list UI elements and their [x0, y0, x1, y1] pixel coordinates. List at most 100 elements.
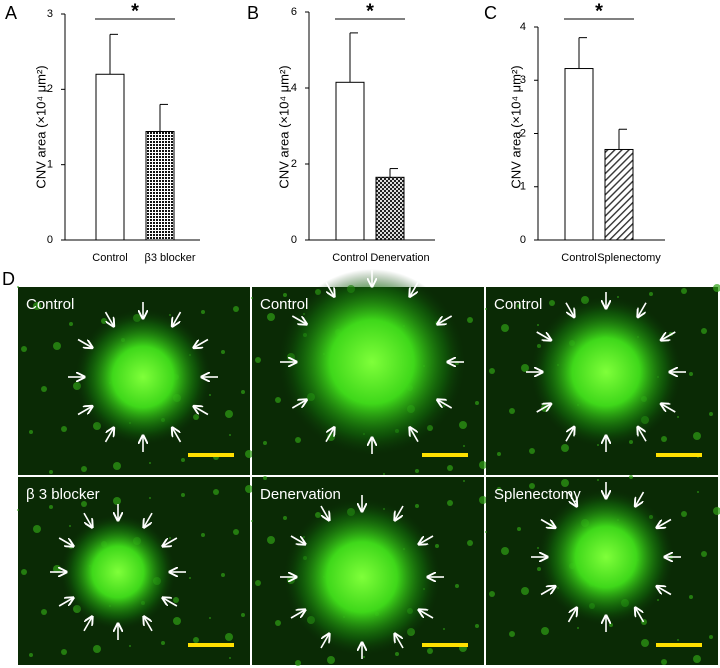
speckle	[661, 436, 667, 442]
arrow	[320, 505, 329, 520]
speckle	[497, 487, 501, 491]
speckle	[263, 476, 267, 480]
speckle	[701, 328, 707, 334]
speckle	[41, 386, 47, 392]
speckle	[463, 480, 465, 482]
scale-bar	[188, 453, 234, 457]
speckle	[597, 479, 599, 481]
speckle	[21, 346, 27, 352]
y-tick-label: 2	[47, 83, 53, 95]
y-tick-label: 2	[520, 127, 526, 139]
speckle	[17, 509, 19, 511]
significance-mark: *	[595, 0, 603, 22]
speckle	[489, 368, 495, 374]
speckle	[693, 432, 701, 440]
speckle	[485, 308, 487, 310]
speckle	[415, 469, 419, 473]
speckle	[245, 450, 253, 458]
speckle	[201, 310, 205, 314]
speckle	[283, 293, 287, 297]
arrow	[104, 311, 114, 326]
x-tick-label: Control	[332, 252, 367, 264]
speckle	[661, 659, 667, 665]
speckle	[81, 501, 87, 507]
speckle	[689, 372, 693, 376]
speckle	[363, 656, 365, 658]
y-tick-label: 2	[291, 158, 297, 170]
speckle	[537, 324, 539, 326]
arrow	[438, 315, 453, 324]
speckle	[21, 569, 27, 575]
speckle	[267, 536, 275, 544]
arrow	[661, 331, 676, 340]
speckle	[129, 645, 131, 647]
arrow	[173, 428, 182, 443]
speckle	[213, 489, 219, 495]
speckle	[41, 609, 47, 615]
arrow	[163, 537, 178, 546]
speckle	[447, 500, 453, 506]
speckle	[113, 462, 121, 470]
lesion	[75, 309, 211, 445]
speckle	[295, 660, 301, 666]
arrow	[540, 518, 555, 528]
image-label: Control	[260, 296, 308, 313]
speckle	[455, 584, 459, 588]
y-tick-label: 0	[291, 234, 297, 246]
speckle	[629, 475, 633, 479]
y-tick-label: 4	[520, 21, 526, 33]
speckle	[275, 397, 281, 403]
speckle	[251, 520, 253, 522]
arrow	[290, 610, 305, 619]
arrow	[144, 512, 153, 527]
speckle	[447, 465, 453, 471]
arrow	[638, 302, 647, 317]
y-tick-label: 1	[47, 159, 53, 171]
speckle	[229, 434, 231, 436]
speckle	[541, 627, 549, 635]
speckle	[479, 461, 487, 469]
y-tick-label: 4	[291, 82, 297, 94]
speckle	[697, 491, 699, 493]
arrow	[419, 535, 434, 544]
speckle	[17, 286, 19, 288]
micrograph: Control	[251, 269, 487, 475]
arrow	[58, 598, 73, 607]
speckle	[181, 493, 185, 497]
speckle	[475, 624, 479, 628]
speckle	[689, 595, 693, 599]
arrow	[395, 505, 404, 520]
speckle	[29, 430, 33, 434]
speckle	[225, 633, 233, 641]
scale-bar	[188, 643, 234, 647]
arrow	[536, 404, 551, 413]
y-tick-label: 0	[520, 234, 526, 246]
bar	[564, 68, 594, 241]
significance-mark: *	[366, 0, 374, 22]
speckle	[561, 444, 569, 452]
micrograph: Control	[485, 284, 720, 475]
scale-bar	[656, 643, 702, 647]
speckle	[681, 288, 687, 294]
micrograph: Splenectomy	[485, 475, 720, 665]
speckle	[415, 504, 419, 508]
speckle	[169, 537, 171, 539]
speckle	[201, 533, 205, 537]
speckle	[529, 483, 535, 489]
speckle	[149, 462, 151, 464]
speckle	[113, 497, 121, 505]
speckle	[69, 525, 71, 527]
speckle	[713, 284, 720, 292]
speckle	[193, 637, 199, 643]
lesion	[538, 489, 674, 625]
speckle	[521, 587, 529, 595]
speckle	[295, 437, 301, 443]
lesion	[61, 515, 175, 629]
speckle	[69, 302, 71, 304]
panel-label: D	[2, 269, 15, 289]
speckle	[327, 656, 335, 664]
speckle	[485, 531, 487, 533]
speckle	[53, 342, 61, 350]
y-tick-label: 6	[291, 6, 297, 18]
x-tick-label: Denervation	[370, 252, 429, 264]
